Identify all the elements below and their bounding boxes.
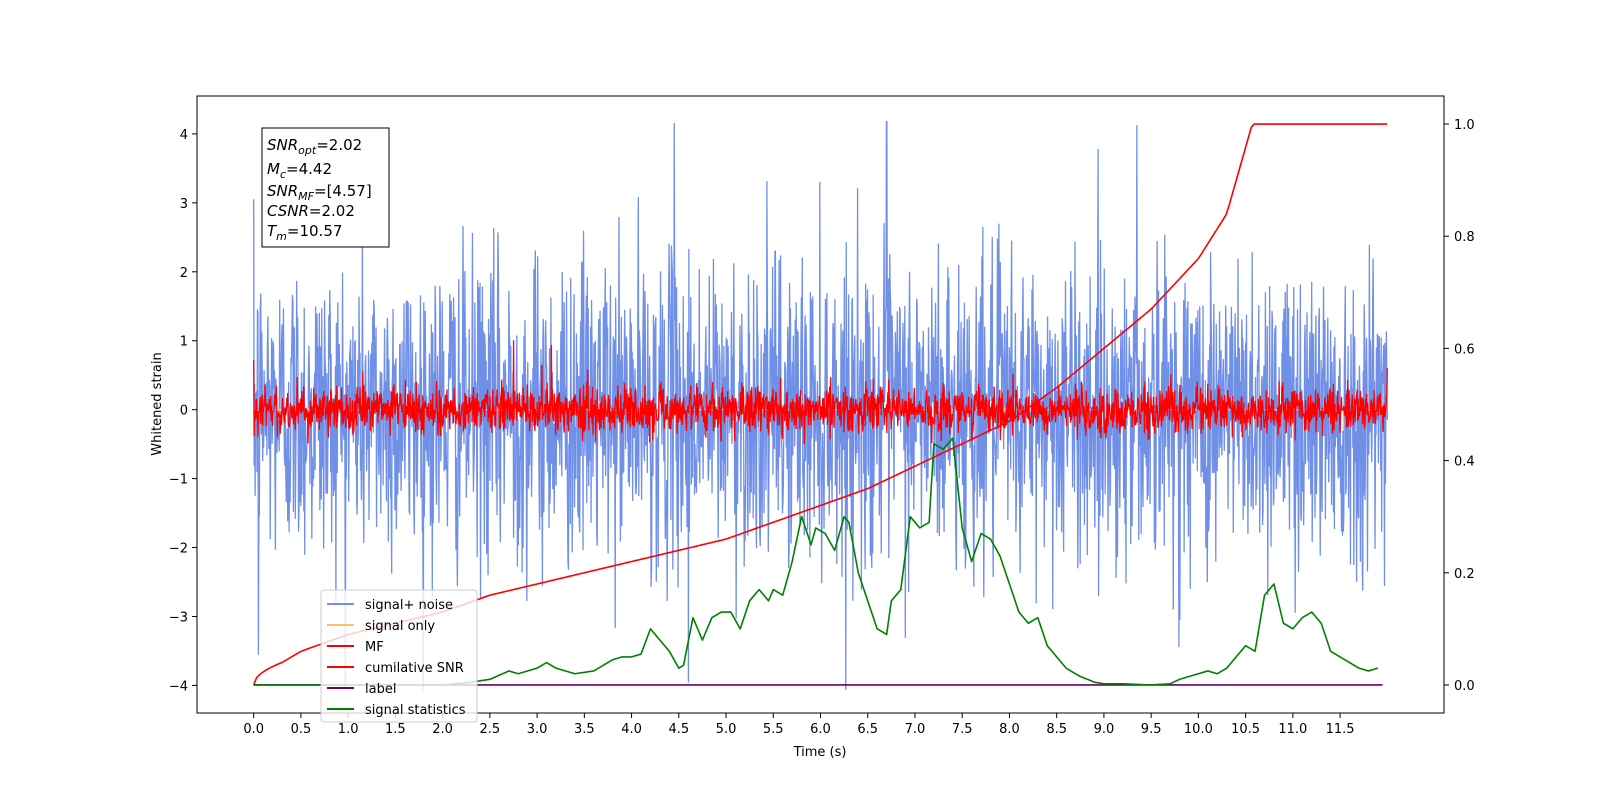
x-tick-label: 6.5 <box>857 722 878 737</box>
info-mc: Mc=4.42 <box>267 160 332 181</box>
series-mf-line <box>253 340 1388 445</box>
y-tick-label: 1 <box>180 335 188 350</box>
info-snr-mf-sub: MF <box>298 190 314 203</box>
x-tick-label: 1.5 <box>385 722 406 737</box>
x-tick-label: 6.0 <box>810 722 831 737</box>
info-csnr: CSNR=2.02 <box>267 202 355 220</box>
y-axis-label: Whitened strain <box>150 352 165 455</box>
x-tick-label: 10.0 <box>1184 722 1213 737</box>
legend-label: cumilative SNR <box>365 661 464 676</box>
series-signal-noise-line <box>253 120 1388 690</box>
y-right-tick-label: 0.2 <box>1454 567 1475 582</box>
info-snr-opt-value: =2.02 <box>316 136 362 154</box>
x-tick-label: 0.5 <box>291 722 312 737</box>
info-tm-value: =10.57 <box>287 222 343 240</box>
x-tick-label: 8.0 <box>999 722 1020 737</box>
info-mc-sub: c <box>280 168 286 181</box>
info-mc-base: M <box>267 160 280 178</box>
y-right-tick-label: 0.0 <box>1454 679 1475 694</box>
y-tick-label: 0 <box>180 404 188 419</box>
legend: signal+ noise signal only MF cumilative SNR… <box>320 589 478 723</box>
legend-label: label <box>365 682 396 697</box>
info-csnr-base: CSNR <box>267 202 309 220</box>
info-snr-mf-value: =[4.57] <box>314 182 372 200</box>
x-tick-label: 5.0 <box>716 722 737 737</box>
x-tick-label: 7.5 <box>952 722 973 737</box>
info-tm-sub: m <box>276 230 287 243</box>
info-snr-opt-sub: opt <box>298 144 317 157</box>
x-tick-label: 4.0 <box>621 722 642 737</box>
x-tick-label: 4.5 <box>668 722 689 737</box>
x-tick-label: 8.5 <box>1046 722 1067 737</box>
y-axis-ticks-right: 1.0 0.8 0.6 0.4 0.2 0.0 <box>1444 118 1475 694</box>
x-tick-label: 9.0 <box>1094 722 1115 737</box>
x-tick-label: 9.5 <box>1141 722 1162 737</box>
x-tick-label: 1.0 <box>338 722 359 737</box>
x-tick-label: 2.5 <box>480 722 501 737</box>
legend-label: MF <box>365 640 384 655</box>
legend-label: signal+ noise <box>365 598 453 613</box>
y-tick-label: −2 <box>169 542 188 557</box>
legend-entries: signal+ noise signal only MF cumilative SNR… <box>327 598 466 718</box>
x-tick-label: 5.5 <box>763 722 784 737</box>
x-tick-label: 3.5 <box>574 722 595 737</box>
series-signal-statistics-line <box>253 437 1379 686</box>
x-tick-label: 0.0 <box>243 722 264 737</box>
y-axis-ticks-left: 4 3 2 1 0 −1 −2 −3 −4 <box>169 128 197 694</box>
y-tick-label: 2 <box>180 266 188 281</box>
y-right-tick-label: 0.6 <box>1454 342 1475 357</box>
x-axis-label: Time (s) <box>793 745 847 760</box>
info-snr-mf: SNRMF=[4.57] <box>267 182 372 203</box>
y-tick-label: −1 <box>169 473 188 488</box>
y-tick-label: 4 <box>180 128 188 143</box>
legend-label: signal only <box>365 619 435 634</box>
info-box-frame <box>261 127 390 248</box>
x-tick-label: 10.5 <box>1231 722 1260 737</box>
info-csnr-value: =2.02 <box>309 202 355 220</box>
x-axis-ticks: 0.0 0.5 1.0 1.5 2.0 2.5 3.0 3.5 4.0 4.5 5.0 5.5 6.0 6… <box>243 713 1355 737</box>
y-right-tick-label: 1.0 <box>1454 118 1475 133</box>
legend-frame <box>320 589 478 723</box>
info-snr-opt-base: SNR <box>267 136 298 154</box>
y-tick-label: 3 <box>180 197 188 212</box>
info-tm-base: T <box>267 222 278 240</box>
info-mc-value: =4.42 <box>286 160 332 178</box>
y-tick-label: −4 <box>169 679 188 694</box>
info-tm: Tm=10.57 <box>267 222 342 243</box>
info-box: SNRopt=2.02 Mc=4.42 SNRMF=[4.57] CSNR=2.… <box>261 127 390 248</box>
x-tick-label: 2.0 <box>432 722 453 737</box>
info-snr-opt: SNRopt=2.02 <box>267 136 362 157</box>
info-snr-mf-base: SNR <box>267 182 298 200</box>
x-tick-label: 3.0 <box>527 722 548 737</box>
y-right-tick-label: 0.4 <box>1454 455 1475 470</box>
x-tick-label: 7.0 <box>905 722 926 737</box>
x-tick-label: 11.5 <box>1326 722 1355 737</box>
legend-label: signal statistics <box>365 703 466 718</box>
left-axis-series <box>253 120 1388 690</box>
y-tick-label: −3 <box>169 610 188 625</box>
x-tick-label: 11.0 <box>1278 722 1307 737</box>
y-right-tick-label: 0.8 <box>1454 230 1475 245</box>
